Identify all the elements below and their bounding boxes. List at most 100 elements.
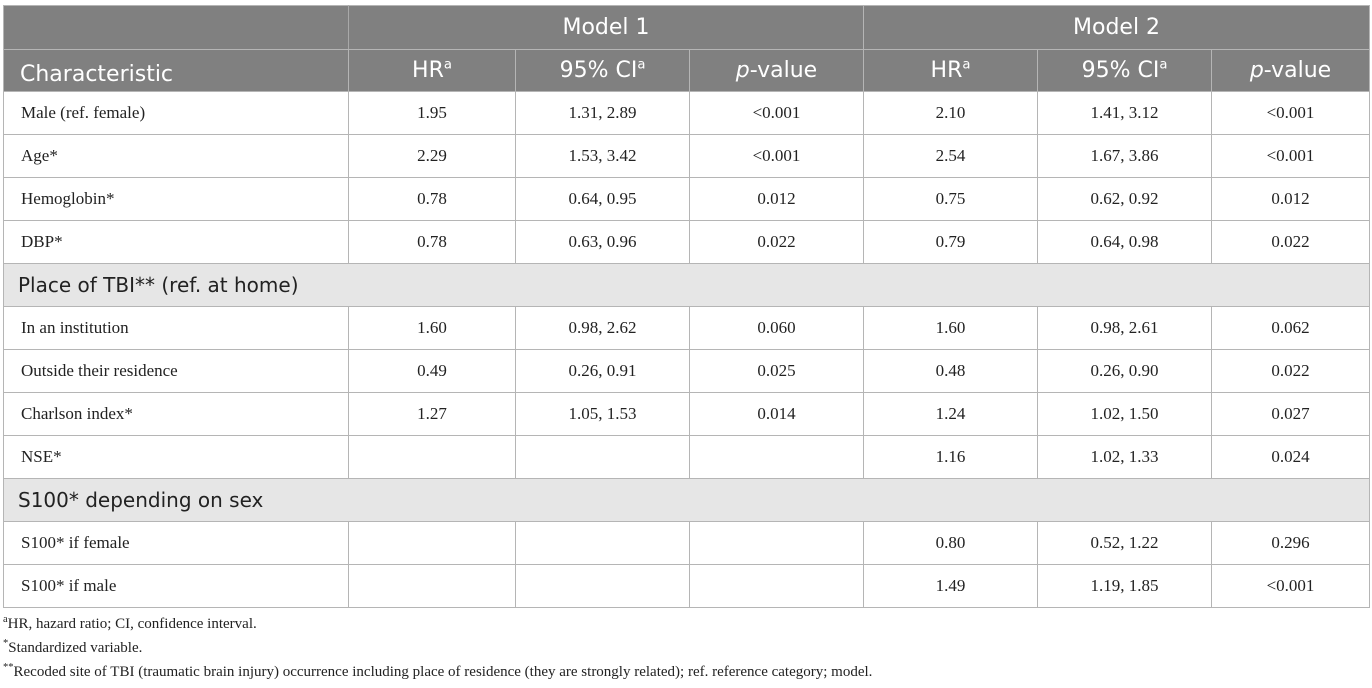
m2-hr-cell: 2.54	[863, 134, 1039, 178]
m2-ci-cell: 0.52, 1.22	[1037, 521, 1213, 565]
header-row-columns: Characteristic HRa 95% CIa p-value HRa 9…	[3, 49, 1371, 92]
row-label: Outside their residence	[3, 349, 349, 393]
table-row: Outside their residence 0.49 0.26, 0.91 0.0…	[3, 349, 1371, 393]
table-row: S100* if male 1.49 1.19, 1.85 <0.001	[3, 564, 1371, 608]
footnote: aHR, hazard ratio; CI, confidence interv…	[3, 614, 257, 632]
m2-p-cell: <0.001	[1211, 91, 1371, 135]
model-1-header: Model 1	[347, 5, 865, 50]
table-row: Hemoglobin* 0.78 0.64, 0.95 0.012 0.75 0.62, …	[3, 177, 1371, 221]
section-row: S100* depending on sex	[2, 478, 1371, 522]
m1-ci-cell	[515, 521, 690, 565]
m2-p-cell: 0.022	[1211, 220, 1371, 264]
m1-ci-cell	[515, 435, 690, 479]
m2-hr-cell: 1.60	[863, 306, 1039, 350]
m2-ci-cell: 0.26, 0.90	[1037, 349, 1213, 393]
m1-p-cell: 0.012	[688, 177, 865, 221]
m1-ci-cell: 1.53, 3.42	[515, 134, 690, 178]
m2-p-cell: <0.001	[1211, 134, 1371, 178]
m2-p-cell: 0.012	[1211, 177, 1371, 221]
m2-hr-header: HRa	[863, 49, 1039, 92]
m1-hr-cell: 1.27	[348, 392, 516, 436]
m1-ci-cell: 0.63, 0.96	[515, 220, 690, 264]
m2-ci-cell: 1.02, 1.33	[1037, 435, 1213, 479]
m2-ci-cell: 0.62, 0.92	[1037, 177, 1213, 221]
m1-hr-cell	[348, 521, 516, 565]
row-label: Charlson index*	[3, 392, 349, 436]
m2-ci-cell: 0.64, 0.98	[1037, 220, 1213, 264]
m1-p-cell: <0.001	[688, 134, 865, 178]
m1-p-cell	[688, 435, 865, 479]
table-row: Charlson index* 1.27 1.05, 1.53 0.014 1.24 1.…	[3, 392, 1371, 436]
row-label: In an institution	[3, 306, 349, 350]
m1-ci-cell: 0.26, 0.91	[515, 349, 690, 393]
table-row: DBP* 0.78 0.63, 0.96 0.022 0.79 0.64, 0.98 0.0…	[3, 220, 1371, 264]
m1-p-cell	[688, 564, 865, 608]
table-row: Age* 2.29 1.53, 3.42 <0.001 2.54 1.67, 3.86 <0…	[3, 134, 1371, 178]
m2-ci-cell: 1.41, 3.12	[1037, 91, 1213, 135]
m2-hr-cell: 0.80	[863, 521, 1039, 565]
m2-p-cell: 0.024	[1211, 435, 1371, 479]
model-2-header: Model 2	[863, 5, 1371, 50]
m2-hr-cell: 0.48	[863, 349, 1039, 393]
table-row: Male (ref. female) 1.95 1.31, 2.89 <0.001 2.…	[3, 91, 1371, 135]
m1-p-header: p-value	[688, 49, 865, 92]
m2-hr-cell: 0.75	[863, 177, 1039, 221]
m2-ci-cell: 1.19, 1.85	[1037, 564, 1213, 608]
table-row: NSE* 1.16 1.02, 1.33 0.024	[3, 435, 1371, 479]
table-row: S100* if female 0.80 0.52, 1.22 0.296	[3, 521, 1371, 565]
characteristic-header: Characteristic	[3, 49, 349, 92]
m2-hr-cell: 1.24	[863, 392, 1039, 436]
row-label: Hemoglobin*	[3, 177, 349, 221]
m1-ci-cell: 1.31, 2.89	[515, 91, 690, 135]
m1-p-cell: 0.022	[688, 220, 865, 264]
row-label: Age*	[3, 134, 349, 178]
m1-hr-cell: 1.95	[348, 91, 516, 135]
m1-ci-cell: 1.05, 1.53	[515, 392, 690, 436]
m2-ci-cell: 1.67, 3.86	[1037, 134, 1213, 178]
m2-ci-cell: 0.98, 2.61	[1037, 306, 1213, 350]
row-label: Male (ref. female)	[3, 91, 349, 135]
footnotes: aHR, hazard ratio; CI, confidence interv…	[3, 612, 872, 684]
m1-p-cell: 0.025	[688, 349, 865, 393]
m2-hr-cell: 1.16	[863, 435, 1039, 479]
section-row: Place of TBI** (ref. at home)	[2, 263, 1371, 307]
m1-ci-cell	[515, 564, 690, 608]
m1-hr-cell: 0.78	[348, 220, 516, 264]
row-label: DBP*	[3, 220, 349, 264]
m1-ci-header: 95% CIa	[515, 49, 690, 92]
m1-hr-header: HRa	[348, 49, 516, 92]
m2-ci-header: 95% CIa	[1037, 49, 1213, 92]
m2-p-cell: 0.062	[1211, 306, 1371, 350]
m2-p-cell: 0.022	[1211, 349, 1371, 393]
m1-ci-cell: 0.98, 2.62	[515, 306, 690, 350]
m2-hr-cell: 1.49	[863, 564, 1039, 608]
m1-p-cell	[688, 521, 865, 565]
m2-hr-cell: 0.79	[863, 220, 1039, 264]
m1-p-cell: 0.060	[688, 306, 865, 350]
m1-hr-cell	[348, 564, 516, 608]
m1-hr-cell: 0.49	[348, 349, 516, 393]
m2-p-header: p-value	[1211, 49, 1371, 92]
m1-p-cell: <0.001	[688, 91, 865, 135]
section-label: Place of TBI** (ref. at home)	[2, 263, 1371, 307]
hazard-ratio-table: Model 1 Model 2 Characteristic HRa 95% C…	[2, 5, 1371, 608]
m2-ci-cell: 1.02, 1.50	[1037, 392, 1213, 436]
m1-hr-cell: 2.29	[348, 134, 516, 178]
m1-p-cell: 0.014	[688, 392, 865, 436]
row-label: S100* if female	[3, 521, 349, 565]
header-row-models: Model 1 Model 2	[3, 5, 1371, 50]
m1-ci-cell: 0.64, 0.95	[515, 177, 690, 221]
table-row: In an institution 1.60 0.98, 2.62 0.060 1.60…	[3, 306, 1371, 350]
m1-hr-cell: 0.78	[348, 177, 516, 221]
row-label: NSE*	[3, 435, 349, 479]
section-label: S100* depending on sex	[2, 478, 1371, 522]
m1-hr-cell	[348, 435, 516, 479]
m2-p-cell: <0.001	[1211, 564, 1371, 608]
m2-p-cell: 0.027	[1211, 392, 1371, 436]
row-label: S100* if male	[3, 564, 349, 608]
footnote: **Recoded site of TBI (traumatic brain i…	[3, 662, 873, 680]
footnote: *Standardized variable.	[3, 638, 143, 656]
m2-hr-cell: 2.10	[863, 91, 1039, 135]
m1-hr-cell: 1.60	[348, 306, 516, 350]
m2-p-cell: 0.296	[1211, 521, 1371, 565]
